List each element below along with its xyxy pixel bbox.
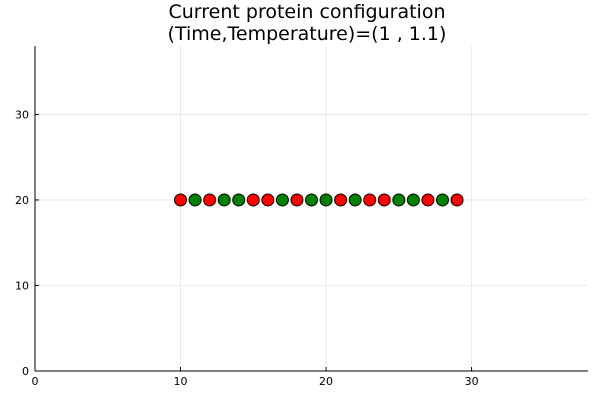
data-point-red	[421, 193, 435, 207]
grid-lines	[34, 46, 588, 372]
data-points	[174, 193, 464, 207]
chart-title-line-2: (Time,Temperature)=(1 , 1.1)	[168, 23, 447, 45]
x-tick-label: 30	[465, 375, 479, 388]
data-point-green	[406, 193, 420, 207]
chart-title-line-1: Current protein configuration	[168, 1, 445, 23]
y-tick-label: 20	[15, 194, 29, 207]
data-point-green	[305, 193, 318, 207]
data-point-red	[246, 193, 260, 207]
data-point-green	[319, 193, 333, 207]
data-point-red	[261, 193, 275, 207]
data-point-red	[450, 193, 464, 207]
data-point-green	[348, 193, 362, 207]
x-tick-label: 20	[319, 375, 333, 388]
y-tick-label: 0	[22, 365, 29, 378]
x-tick-label: 0	[32, 375, 39, 388]
data-point-green	[217, 193, 231, 207]
data-point-green	[435, 193, 449, 207]
data-point-green	[232, 193, 246, 207]
data-point-red	[174, 193, 188, 207]
data-point-green	[392, 193, 406, 207]
data-point-red	[290, 193, 304, 207]
tick-labels: 0 10 20 30 0 10 20 30	[15, 108, 479, 388]
data-point-green	[188, 193, 202, 207]
data-point-red	[377, 193, 391, 207]
y-tick-label: 30	[15, 108, 29, 121]
data-point-red	[203, 193, 217, 207]
axes	[34, 46, 588, 372]
data-point-green	[275, 193, 289, 207]
x-tick-label: 10	[174, 375, 188, 388]
y-tick-label: 10	[15, 279, 29, 292]
data-point-red	[363, 193, 377, 207]
data-point-red	[334, 193, 348, 207]
